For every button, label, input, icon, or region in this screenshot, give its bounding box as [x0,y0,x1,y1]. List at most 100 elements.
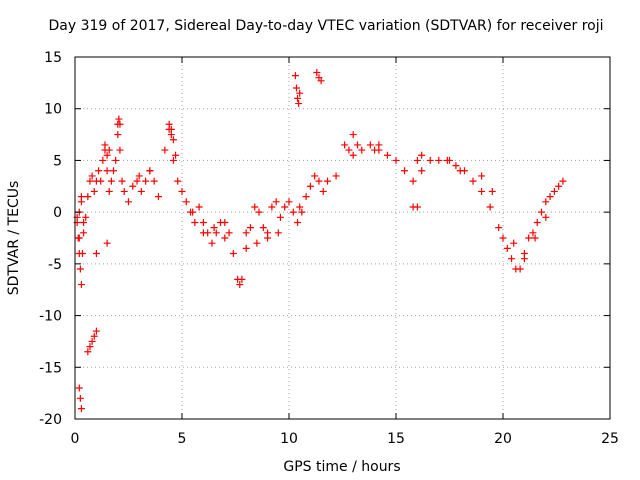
data-point [129,182,137,190]
data-point [77,281,85,289]
data-point [353,141,361,149]
data-point [294,94,302,102]
data-point [289,208,297,216]
data-point [236,281,244,289]
data-point [469,177,477,185]
data-point [508,255,516,263]
data-point [533,218,541,226]
tick-labels: 0 5 10 15 20 25 -20 -15 -10 -5 0 5 10 15 [39,50,619,447]
data-point [520,255,528,263]
data-point [77,405,85,413]
data-point [133,177,141,185]
axis-ticks [74,56,611,420]
y-tick-label: 0 [53,205,62,221]
data-point [80,218,88,226]
data-point [358,146,366,154]
data-point [242,244,250,252]
data-point [210,224,218,232]
data-point [221,218,229,226]
y-tick-label: 15 [44,50,62,66]
data-point [319,187,327,195]
data-point [169,156,177,164]
data-point [88,172,96,180]
y-tick-label: -20 [39,412,62,428]
data-point [76,265,84,273]
data-point [510,239,518,247]
data-point [107,177,115,185]
data-point [114,131,122,139]
data-point [349,131,357,139]
data-point [332,172,340,180]
data-point [274,229,282,237]
data-point [296,203,304,211]
data-point [409,177,417,185]
data-point [120,187,128,195]
data-point [486,203,494,211]
data-point [97,177,105,185]
data-point [76,394,84,402]
data-point [272,198,280,206]
data-point [253,239,261,247]
data-point [105,146,113,154]
data-point [229,250,237,258]
x-tick-label: 25 [601,431,619,447]
data-point [546,193,554,201]
data-point [92,250,100,258]
data-point [199,218,207,226]
data-point [189,208,197,216]
data-point [281,203,289,211]
plot-frame [74,56,611,420]
y-tick-label: -15 [39,360,62,376]
data-point [538,208,546,216]
data-point [349,151,357,159]
data-point [306,182,314,190]
data-point [503,244,511,252]
data-point [165,120,173,128]
data-point [311,172,319,180]
data-point [341,141,349,149]
x-tick-label: 20 [494,431,512,447]
data-point [559,177,567,185]
data-point [371,146,379,154]
data-point [142,177,150,185]
data-point [146,167,154,175]
data-point [324,177,332,185]
data-point [418,151,426,159]
data-point [542,198,550,206]
data-point [212,229,220,237]
chart-title: Day 319 of 2017, Sidereal Day-to-day VTE… [48,18,603,34]
data-point [555,182,563,190]
data-point [456,167,464,175]
data-point [418,167,426,175]
data-point [255,208,263,216]
data-point [550,187,558,195]
data-point [499,234,507,242]
data-point [75,234,83,242]
data-point [251,203,259,211]
data-point [525,234,533,242]
y-tick-label: -10 [39,309,62,325]
data-point [174,177,182,185]
data-point [77,198,85,206]
data-point [268,203,276,211]
data-point [161,146,169,154]
data-point [112,156,120,164]
y-tick-label: 5 [53,153,62,169]
x-tick-label: 5 [178,431,187,447]
data-point [103,239,111,247]
data-point [90,187,98,195]
data-point [426,156,434,164]
data-point [488,187,496,195]
data-point [315,177,323,185]
data-point [78,250,86,258]
data-point [154,193,162,201]
data-point [199,229,207,237]
data-point [135,172,143,180]
y-tick-label: -5 [48,257,62,273]
data-point [392,156,400,164]
data-point [345,146,353,154]
data-point [221,234,229,242]
data-point [529,229,537,237]
x-tick-label: 10 [280,431,298,447]
